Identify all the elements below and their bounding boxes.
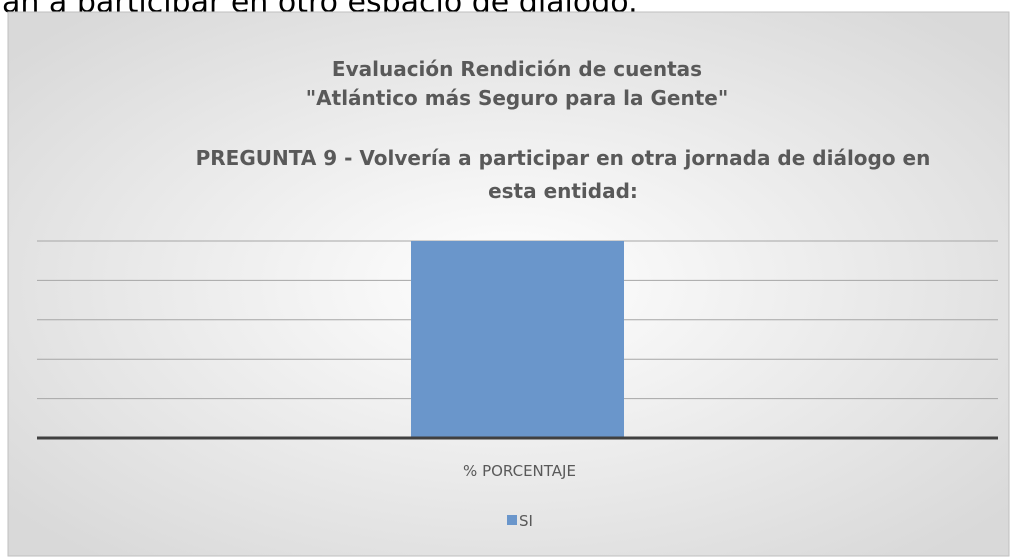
chart-title: Evaluación Rendición de cuentas [332, 57, 702, 81]
bar [411, 241, 624, 438]
chart-title: "Atlántico más Seguro para la Gente" [306, 86, 729, 110]
x-tick-label: % PORCENTAJE [463, 462, 576, 480]
legend-swatch [507, 515, 517, 525]
legend-label: SI [519, 512, 533, 530]
chart-subtitle: PREGUNTA 9 - Volvería a participar en ot… [196, 146, 931, 170]
chart-subtitle: esta entidad: [488, 179, 638, 203]
